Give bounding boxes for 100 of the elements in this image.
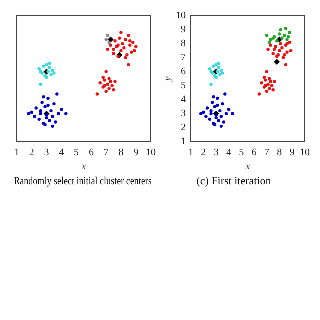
point bbox=[286, 38, 289, 42]
y-tick-label: 8 bbox=[181, 38, 186, 50]
y-tick-label: 6 bbox=[181, 66, 186, 78]
point bbox=[273, 80, 276, 84]
point bbox=[221, 102, 224, 106]
point bbox=[262, 76, 266, 80]
point bbox=[124, 56, 128, 60]
point bbox=[96, 92, 99, 96]
y-tick-label: 2 bbox=[181, 122, 186, 134]
point bbox=[106, 82, 110, 86]
point bbox=[224, 92, 227, 96]
point bbox=[110, 84, 114, 88]
point bbox=[283, 34, 286, 38]
point bbox=[27, 112, 31, 116]
point bbox=[286, 50, 289, 54]
point bbox=[218, 73, 222, 76]
point bbox=[276, 40, 279, 43]
x-tick-label: 10 bbox=[300, 147, 310, 158]
point bbox=[50, 73, 53, 76]
x-tick-label: 9 bbox=[290, 147, 295, 158]
point bbox=[214, 114, 218, 117]
point bbox=[33, 115, 36, 118]
point bbox=[112, 52, 116, 56]
point bbox=[278, 32, 282, 36]
x-tick-label: 3 bbox=[44, 147, 50, 158]
point bbox=[46, 104, 50, 108]
point bbox=[39, 112, 42, 116]
point bbox=[39, 82, 42, 86]
x-tick-label: 10 bbox=[146, 147, 156, 158]
point bbox=[130, 50, 134, 54]
point bbox=[128, 40, 132, 43]
point bbox=[120, 31, 123, 34]
point bbox=[52, 102, 56, 106]
point bbox=[279, 28, 283, 32]
text: (c) First iteration bbox=[196, 175, 272, 188]
point bbox=[127, 63, 130, 67]
y-tick-label: 3 bbox=[181, 108, 186, 120]
text: Randomly select initial cluster centers bbox=[14, 176, 152, 188]
point bbox=[52, 72, 56, 75]
point bbox=[220, 115, 223, 118]
point bbox=[272, 88, 275, 92]
point bbox=[216, 70, 220, 74]
point bbox=[45, 63, 48, 67]
point bbox=[57, 112, 60, 116]
x-tick-label: 6 bbox=[252, 147, 257, 158]
point bbox=[260, 81, 264, 85]
point bbox=[288, 31, 292, 34]
x-tick-label: 7 bbox=[264, 147, 270, 158]
point bbox=[38, 68, 41, 71]
point bbox=[104, 38, 108, 42]
point bbox=[112, 48, 116, 52]
point bbox=[51, 124, 54, 128]
point bbox=[104, 70, 108, 74]
point bbox=[48, 66, 52, 70]
point bbox=[274, 59, 280, 66]
x-axis-title: x bbox=[80, 161, 87, 172]
point bbox=[268, 77, 272, 80]
point bbox=[274, 45, 278, 48]
point bbox=[222, 120, 226, 124]
point bbox=[202, 110, 206, 114]
point bbox=[288, 40, 292, 44]
point bbox=[221, 72, 224, 75]
x-tick-label: 5 bbox=[239, 147, 244, 158]
point bbox=[124, 38, 128, 42]
point bbox=[268, 87, 272, 90]
x-tick-label: 9 bbox=[134, 147, 139, 158]
point bbox=[51, 115, 54, 118]
point bbox=[50, 109, 53, 113]
point bbox=[116, 54, 120, 58]
point bbox=[106, 48, 110, 52]
point bbox=[220, 68, 223, 72]
point bbox=[266, 48, 270, 52]
point bbox=[51, 68, 54, 72]
point bbox=[272, 52, 275, 56]
point bbox=[214, 116, 218, 120]
point bbox=[269, 38, 272, 42]
x-tick-label: 5 bbox=[74, 147, 80, 158]
point bbox=[54, 120, 58, 124]
point bbox=[216, 96, 220, 100]
point bbox=[46, 70, 50, 74]
y-tick-label: 10 bbox=[176, 10, 186, 22]
point bbox=[30, 110, 34, 114]
point bbox=[265, 90, 269, 94]
point bbox=[269, 44, 272, 47]
point bbox=[45, 114, 48, 117]
point bbox=[109, 44, 112, 47]
point bbox=[108, 87, 111, 90]
point bbox=[38, 118, 41, 122]
x-tick-label: 2 bbox=[29, 147, 34, 158]
y-tick-label: 9 bbox=[181, 24, 186, 36]
point bbox=[264, 78, 268, 82]
point bbox=[40, 101, 44, 104]
point bbox=[289, 49, 293, 53]
point bbox=[269, 80, 272, 84]
point bbox=[120, 49, 123, 53]
x-tick-label: 6 bbox=[88, 147, 94, 158]
x-tick-label: 7 bbox=[104, 147, 109, 158]
point bbox=[217, 66, 220, 70]
point bbox=[122, 46, 126, 50]
point bbox=[127, 34, 130, 38]
